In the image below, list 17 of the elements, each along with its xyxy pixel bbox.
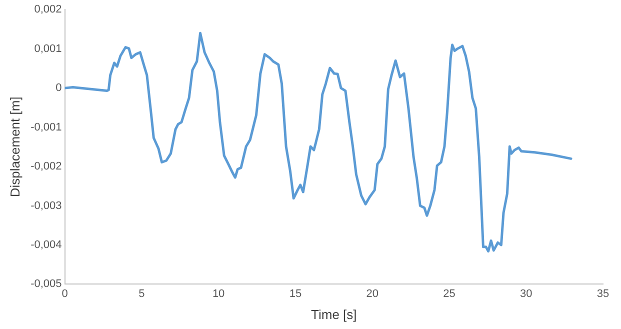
y-tick-label: -0,004 — [30, 239, 62, 252]
x-tick-label: 30 — [520, 288, 532, 300]
x-tick-label: 35 — [596, 288, 610, 300]
y-tick-label: -0,002 — [30, 160, 62, 173]
y-tick-label: 0,002 — [34, 4, 62, 16]
x-tick-label: 25 — [443, 288, 456, 300]
y-tick-label: -0,005 — [30, 278, 62, 290]
y-tick-label: 0 — [56, 82, 62, 94]
y-axis-title: Displacement [m] — [7, 96, 22, 198]
x-tick-label: 5 — [138, 288, 145, 300]
x-tick-label: 20 — [366, 288, 378, 300]
y-tick-label: -0,001 — [30, 121, 62, 134]
x-tick-label: 15 — [289, 288, 302, 300]
x-axis-title: Time [s] — [311, 306, 357, 322]
y-tick-label: 0,001 — [34, 42, 62, 55]
y-tick-label: -0,003 — [30, 200, 62, 212]
x-tick-label: 10 — [212, 288, 225, 300]
